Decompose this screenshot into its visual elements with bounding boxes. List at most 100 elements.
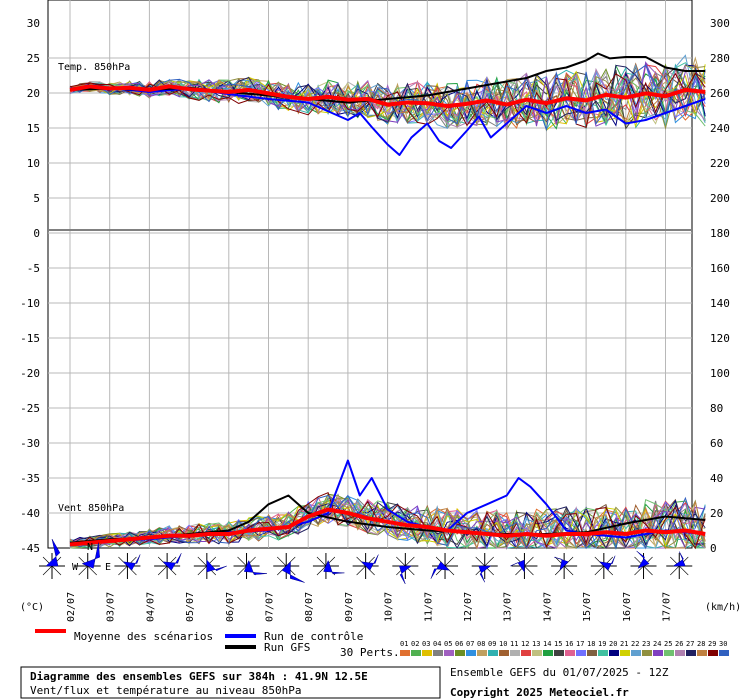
temp-member-line [69, 72, 706, 128]
legend-pert-swatch [719, 650, 729, 656]
right-tick-label: 160 [710, 262, 730, 275]
right-tick-label: 0 [710, 542, 717, 555]
legend-mean-label: Moyenne des scénarios [74, 630, 213, 643]
legend-pert-number: 24 [653, 640, 661, 648]
legend-pert-number: 17 [576, 640, 584, 648]
date-tick-label: 04/07 [145, 592, 156, 622]
wind-rose [598, 555, 616, 571]
legend-pert-number: 06 [455, 640, 463, 648]
left-tick-label: -10 [20, 297, 40, 310]
date-tick-label: 17/07 [662, 592, 673, 622]
legend-pert-swatch [642, 650, 652, 656]
date-tick-label: 05/07 [185, 592, 196, 622]
temp-member-line [69, 64, 706, 132]
date-tick-label: 14/07 [542, 592, 553, 622]
temp-panel-label: Temp. 850hPa [58, 62, 130, 73]
left-tick-label: 25 [27, 52, 40, 65]
left-tick-label: -20 [20, 367, 40, 380]
wind-rose [81, 542, 100, 569]
date-tick-label: 02/07 [66, 592, 77, 622]
legend-pert-number: 09 [488, 640, 496, 648]
right-tick-label: 120 [710, 332, 730, 345]
legend-pert-swatch [620, 650, 630, 656]
legend-pert-swatch [510, 650, 520, 656]
legend-pert-swatch [598, 650, 608, 656]
unit-left-label: (°C) [20, 602, 44, 613]
legend-pert-swatch [444, 650, 454, 656]
temp-control-line [69, 86, 706, 156]
temp-member-line [69, 65, 706, 132]
left-tick-label: 15 [27, 122, 40, 135]
footer-title: Diagramme des ensembles GEFS sur 384h : … [30, 670, 368, 683]
left-tick-label: 30 [27, 17, 40, 30]
legend-pert-number: 04 [433, 640, 441, 648]
legend-pert-number: 07 [466, 640, 474, 648]
legend-pert-number: 08 [477, 640, 485, 648]
right-tick-label: 60 [710, 437, 723, 450]
compass-w-label: W [72, 562, 79, 573]
right-tick-label: 280 [710, 52, 730, 65]
left-tick-label: -45 [20, 542, 40, 555]
legend-pert-number: 16 [565, 640, 573, 648]
legend-pert-swatch [554, 650, 564, 656]
legend-control-label: Run de contrôle [264, 630, 363, 643]
wind-rose [243, 559, 267, 575]
compass-e-label: E [105, 562, 111, 573]
legend-pert-swatch [653, 650, 663, 656]
wind-rose [281, 561, 305, 583]
legend-pert-number: 23 [642, 640, 650, 648]
legend-pert-number: 25 [664, 640, 672, 648]
date-tick-label: 08/07 [304, 592, 315, 622]
right-tick-label: 20 [710, 507, 723, 520]
legend-pert-swatch [411, 650, 421, 656]
wind-rose [45, 538, 61, 567]
legend-pert-swatch [565, 650, 575, 656]
wind-rose [636, 550, 650, 569]
date-tick-label: 13/07 [503, 592, 514, 622]
legend-pert-swatch [697, 650, 707, 656]
wind-rose [360, 554, 379, 571]
right-tick-label: 200 [710, 192, 730, 205]
legend-pert-number: 03 [422, 640, 430, 648]
legend-pert-number: 29 [708, 640, 716, 648]
left-tick-label: -40 [20, 507, 40, 520]
right-tick-label: 100 [710, 367, 730, 380]
date-tick-label: 09/07 [344, 592, 355, 622]
temp-member-line [69, 65, 706, 130]
legend-pert-number: 22 [631, 640, 639, 648]
wind-rose [206, 559, 227, 573]
left-tick-label: 10 [27, 157, 40, 170]
wind-rose [122, 554, 141, 571]
right-tick-label: 80 [710, 402, 723, 415]
legend-pert-swatch [686, 650, 696, 656]
compass-n-label: N [87, 542, 93, 553]
legend-pert-swatch [466, 650, 476, 656]
legend-pert-number: 20 [609, 640, 617, 648]
right-tick-label: 140 [710, 297, 730, 310]
legend-pert-number: 19 [598, 640, 606, 648]
left-tick-label: -25 [20, 402, 40, 415]
wind-member-line [69, 492, 706, 550]
left-tick-label: -15 [20, 332, 40, 345]
date-tick-label: 06/07 [225, 592, 236, 622]
right-tick-label: 220 [710, 157, 730, 170]
legend-pert-number: 11 [510, 640, 518, 648]
left-tick-label: -35 [20, 472, 40, 485]
wind-rose [554, 556, 569, 571]
left-tick-label: 20 [27, 87, 40, 100]
legend-pert-swatch [433, 650, 443, 656]
date-tick-label: 12/07 [463, 592, 474, 622]
legend-pert-number: 10 [499, 640, 507, 648]
legend-pert-number: 30 [719, 640, 727, 648]
legend-pert-swatch [675, 650, 685, 656]
legend-pert-swatch [587, 650, 597, 656]
left-tick-label: 0 [33, 227, 40, 240]
right-tick-label: 300 [710, 17, 730, 30]
legend-pert-number: 26 [675, 640, 683, 648]
left-tick-label: 5 [33, 192, 40, 205]
right-tick-label: 240 [710, 122, 730, 135]
wind-rose [510, 559, 525, 573]
left-tick-label: -30 [20, 437, 40, 450]
